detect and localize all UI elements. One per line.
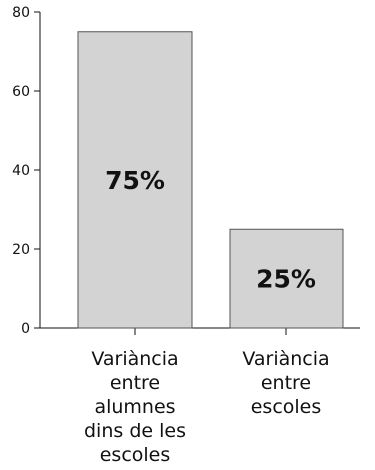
y-tick-label: 0 [21,321,30,337]
x-category-label-line: escoles [100,444,171,466]
y-tick-label: 60 [12,84,30,100]
y-tick-label: 20 [12,242,30,258]
axes: 0 20 40 60 80 [12,5,360,337]
x-category-label-line: entre [261,372,311,394]
x-category-label-line: Variància [242,348,329,370]
y-tick-label: 40 [12,163,30,179]
bar [77,31,193,329]
bar-value-label: 75% [105,166,165,195]
x-category-label-line: dins de les [84,420,186,442]
x-category-label-line: alumnes [94,396,175,418]
bar [229,228,344,329]
x-category-label-line: Variància [91,348,178,370]
bar-value-label: 25% [256,265,316,294]
x-category-label-line: escoles [251,396,322,418]
x-category-label-line: entre [110,372,160,394]
y-tick-label: 80 [12,5,30,21]
bars [77,31,344,329]
